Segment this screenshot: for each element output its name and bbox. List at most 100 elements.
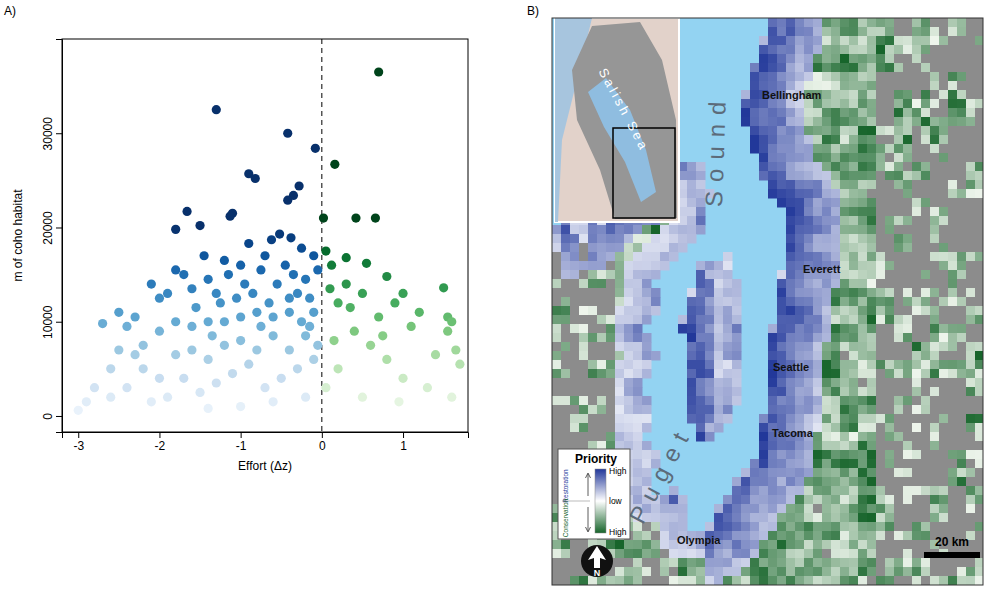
map-cell: [822, 351, 832, 361]
map-cell: [948, 63, 958, 73]
map-cell: [615, 279, 625, 289]
map-cell: [849, 459, 859, 469]
map-cell: [723, 396, 733, 406]
map-cell: [921, 279, 931, 289]
map-cell: [795, 144, 805, 154]
map-cell: [777, 144, 787, 154]
map-cell: [606, 270, 616, 280]
map-cell: [732, 351, 742, 361]
map-cell: [831, 81, 841, 91]
map-cell: [966, 333, 976, 343]
map-cell: [606, 261, 616, 271]
x-tick: 0: [319, 432, 326, 453]
point: [252, 308, 261, 317]
map-cell: [588, 306, 598, 316]
map-cell: [606, 243, 616, 253]
map-cell: [921, 396, 931, 406]
map-cell: [903, 18, 913, 28]
map-cell: [966, 387, 976, 397]
map-cell: [768, 162, 778, 172]
map-cell: [903, 288, 913, 298]
map-cell: [858, 378, 868, 388]
map-cell: [849, 72, 859, 82]
map-cell: [750, 108, 760, 118]
map-cell: [894, 81, 904, 91]
map-cell: [795, 189, 805, 199]
map-cell: [885, 306, 895, 316]
map-cell: [813, 117, 823, 127]
map-cell: [723, 378, 733, 388]
map-cell: [957, 126, 967, 136]
map-cell: [750, 126, 760, 136]
map-cell: [876, 180, 886, 190]
map-cell: [552, 324, 562, 334]
map-cell: [939, 252, 949, 262]
map-cell: [795, 234, 805, 244]
map-cell: [939, 81, 949, 91]
map-cell: [777, 459, 787, 469]
map-cell: [930, 108, 940, 118]
map-cell: [822, 180, 832, 190]
map-cell: [561, 423, 571, 433]
point: [313, 265, 322, 274]
map-cell: [930, 261, 940, 271]
map-cell: [768, 63, 778, 73]
map-cell: [939, 207, 949, 217]
map-cell: [759, 117, 769, 127]
map-cell: [597, 297, 607, 307]
map-cell: [795, 252, 805, 262]
map-cell: [912, 153, 922, 163]
map-cell: [561, 297, 571, 307]
map-cell: [867, 198, 877, 208]
map-cell: [885, 297, 895, 307]
map-cell: [696, 342, 706, 352]
map-cell: [633, 261, 643, 271]
x-tick-mark: [241, 432, 242, 438]
map-cell: [813, 459, 823, 469]
map-cell: [894, 108, 904, 118]
map-cell: [696, 216, 706, 226]
map-cell: [975, 396, 983, 406]
map-cell: [624, 261, 634, 271]
map-cell: [642, 342, 652, 352]
map-cell: [795, 333, 805, 343]
map-cell: [975, 108, 983, 118]
map-cell: [975, 477, 983, 487]
map-cell: [687, 216, 697, 226]
map-cell: [570, 288, 580, 298]
map-cell: [948, 207, 958, 217]
map-cell: [588, 360, 598, 370]
map-cell: [840, 414, 850, 424]
map-cell: [804, 162, 814, 172]
x-tick-label: 0: [319, 439, 326, 453]
map-cell: [687, 306, 697, 316]
map-cell: [795, 171, 805, 181]
map-cell: [633, 450, 643, 460]
map-cell: [768, 126, 778, 136]
map-cell: [840, 99, 850, 109]
map-cell: [804, 279, 814, 289]
map-cell: [930, 126, 940, 136]
map-cell: [822, 81, 832, 91]
map-cell: [876, 297, 886, 307]
map-cell: [867, 342, 877, 352]
map-cell: [921, 360, 931, 370]
y-tick-mark: [56, 416, 62, 417]
point: [374, 67, 383, 76]
map-cell: [705, 306, 715, 316]
point: [212, 378, 221, 387]
map-cell: [795, 387, 805, 397]
map-cell: [921, 252, 931, 262]
map-cell: [687, 198, 697, 208]
map-cell: [975, 153, 983, 163]
map-cell: [795, 351, 805, 361]
map-cell: [588, 234, 598, 244]
point: [293, 364, 302, 373]
map-cell: [966, 144, 976, 154]
map-cell: [795, 108, 805, 118]
point: [179, 374, 188, 383]
map-cell: [885, 225, 895, 235]
map-cell: [975, 324, 983, 334]
map-cell: [903, 378, 913, 388]
y-tick: 30000: [41, 117, 62, 151]
